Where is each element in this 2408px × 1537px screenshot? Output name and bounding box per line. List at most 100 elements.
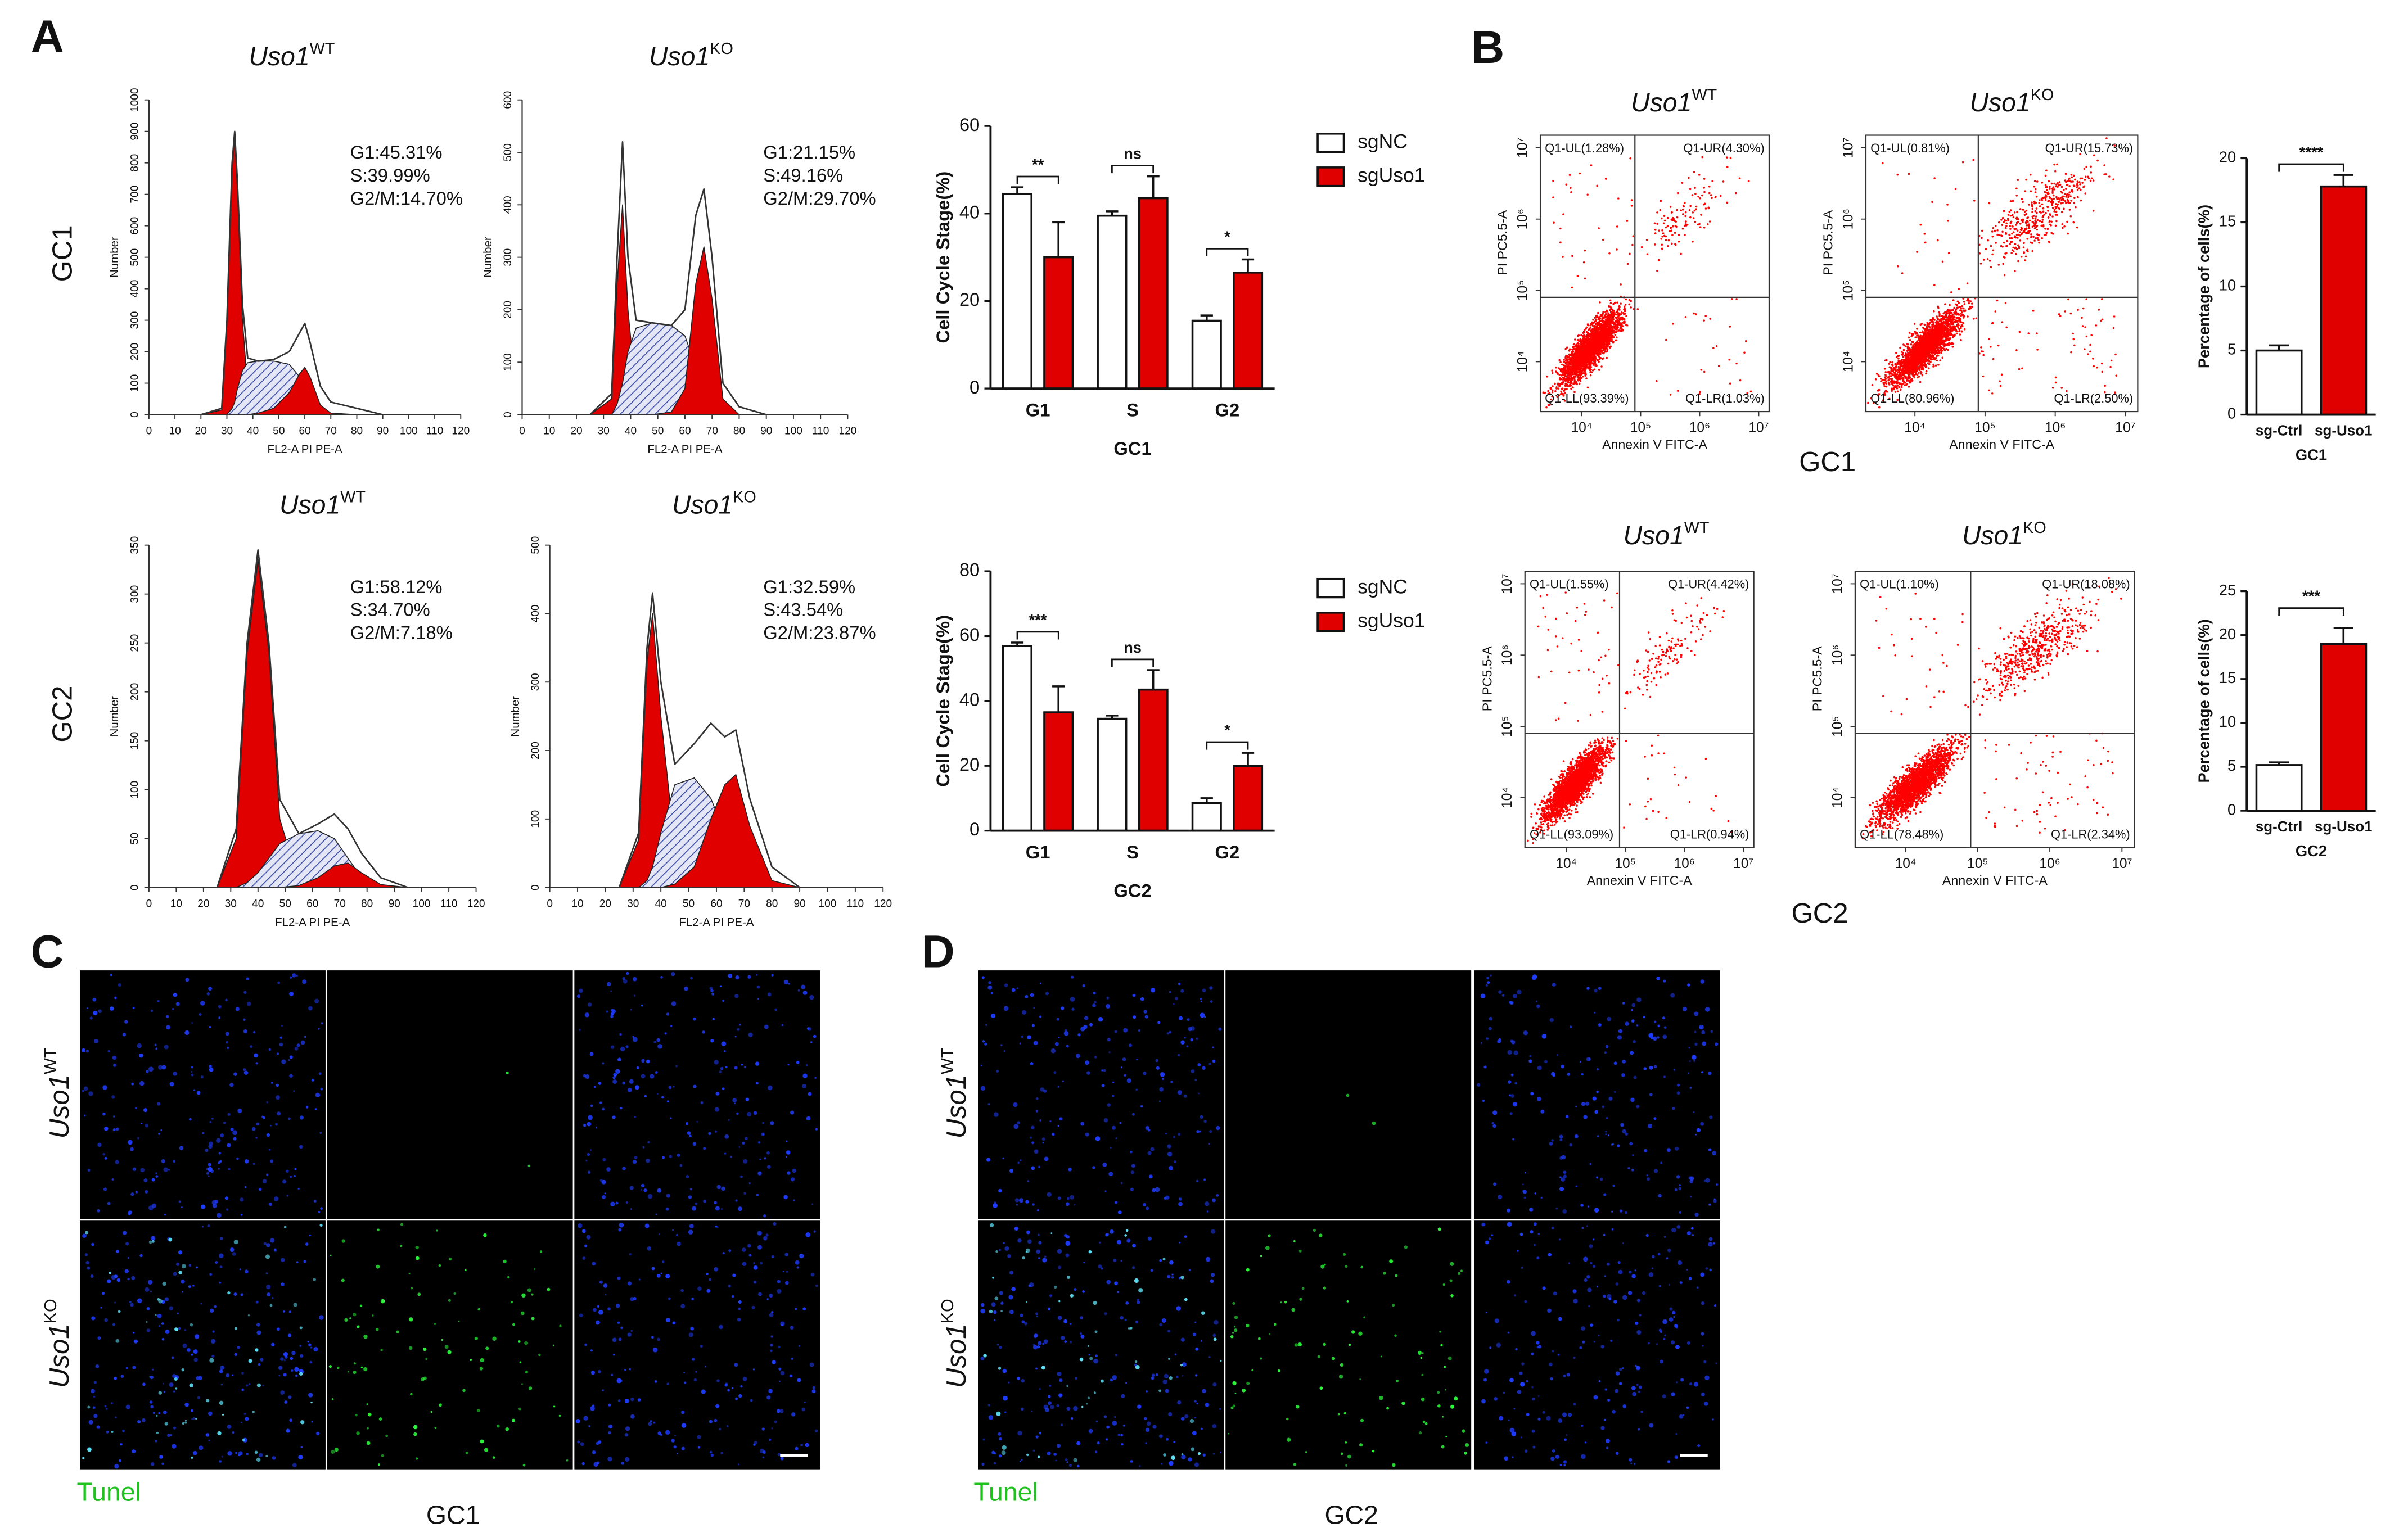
error-bar: [1241, 752, 1255, 766]
bar: [1233, 765, 1264, 832]
x-tick-label: 120: [874, 898, 892, 910]
event-dot: [1670, 211, 1673, 214]
event-dot: [1595, 348, 1598, 351]
y-tick-label: 150: [129, 732, 141, 750]
event-dot: [1615, 317, 1617, 319]
event-dot: [1615, 339, 1617, 342]
significance-bracket: [1206, 248, 1249, 257]
event-dot: [1563, 392, 1566, 395]
event-dot: [1589, 374, 1592, 377]
event-dot: [1616, 328, 1618, 330]
bar: [1097, 717, 1128, 832]
event-dot: [1695, 208, 1697, 210]
significance-label: ***: [1029, 611, 1047, 629]
event-dot: [1708, 192, 1711, 195]
event-dot: [1571, 255, 1573, 257]
event-dot: [1657, 259, 1660, 261]
bar: [1191, 319, 1222, 390]
error-bar: [1052, 685, 1065, 713]
bar: [1138, 197, 1169, 390]
event-dot: [1960, 339, 1962, 341]
event-dot: [1623, 306, 1626, 309]
event-dot: [1908, 336, 1910, 339]
event-dot: [1588, 361, 1590, 364]
x-tick-label: 50: [652, 426, 664, 437]
event-dot: [1626, 220, 1629, 222]
event-dot: [1586, 334, 1589, 337]
stain-label: Tunel: [973, 1477, 1038, 1507]
event-dot: [1578, 360, 1580, 363]
x-tick-label: G1: [1026, 400, 1050, 421]
significance-label: ns: [1124, 639, 1142, 656]
event-dot: [1656, 211, 1658, 214]
x-tick-label: 30: [221, 426, 233, 437]
significance-label: *: [1224, 228, 1230, 245]
event-dot: [1704, 207, 1707, 210]
event-dot: [1583, 349, 1586, 351]
event-dot: [1608, 346, 1611, 348]
event-dot: [1597, 311, 1599, 314]
event-dot: [1563, 400, 1566, 402]
event-dot: [1559, 385, 1562, 387]
event-dot: [1683, 205, 1685, 208]
event-dot: [1683, 202, 1686, 204]
event-dot: [1703, 203, 1705, 206]
x-tick-label: 0: [547, 898, 553, 910]
event-dot: [1586, 386, 1589, 388]
event-dot: [1582, 372, 1585, 374]
x-axis-label: GC2: [1113, 880, 1151, 901]
event-dot: [1694, 221, 1697, 223]
event-dot: [1567, 378, 1570, 381]
y-axis-label: Number: [108, 237, 121, 278]
panel-letter: D: [922, 926, 955, 977]
event-dot: [1921, 330, 1924, 333]
y-tick-label: 100: [530, 810, 542, 828]
event-dot: [1910, 343, 1913, 346]
plot-title-text: Uso1: [672, 490, 733, 519]
event-dot: [1629, 157, 1631, 160]
event-dot: [1934, 364, 1937, 367]
event-dot: [1888, 363, 1891, 365]
bar: [1002, 644, 1033, 832]
event-dot: [1602, 313, 1604, 315]
event-dot: [1603, 333, 1606, 336]
stat-label: S:39.99%: [350, 165, 430, 186]
event-dot: [1653, 222, 1656, 225]
event-dot: [1938, 313, 1941, 315]
event-dot: [1902, 356, 1905, 358]
event-dot: [1901, 354, 1904, 356]
y-tick-label: 0: [530, 884, 542, 890]
event-dot: [1575, 362, 1577, 365]
stat-label: G1:45.31%: [350, 142, 443, 162]
event-dot: [1561, 371, 1564, 374]
event-dot: [1963, 328, 1966, 331]
y-tick-label: 700: [129, 186, 141, 204]
event-dot: [1615, 323, 1617, 326]
event-dot: [1909, 339, 1911, 341]
event-dot: [1659, 209, 1662, 211]
event-dot: [1968, 300, 1970, 302]
event-dot: [1618, 308, 1620, 310]
event-dot: [1608, 338, 1610, 341]
event-dot: [1735, 298, 1738, 300]
event-dot: [1568, 350, 1571, 352]
event-dot: [1954, 325, 1956, 328]
event-dot: [1592, 318, 1594, 321]
event-dot: [1599, 350, 1602, 352]
event-dot: [1586, 337, 1589, 340]
event-dot: [1572, 362, 1575, 365]
event-dot: [1915, 331, 1917, 334]
event-dot: [1597, 353, 1600, 355]
event-dot: [1665, 226, 1667, 229]
event-dot: [1726, 166, 1729, 169]
legend-label: sgNC: [1358, 130, 1408, 153]
x-tick-label: 0: [519, 426, 525, 437]
event-dot: [1729, 382, 1731, 385]
event-dot: [1561, 381, 1564, 384]
plot-title-text: Uso1: [1969, 88, 2030, 117]
event-dot: [1551, 369, 1553, 372]
event-dot: [1558, 368, 1561, 370]
event-dot: [1726, 201, 1728, 204]
event-dot: [1674, 232, 1676, 234]
event-dot: [1719, 195, 1722, 197]
